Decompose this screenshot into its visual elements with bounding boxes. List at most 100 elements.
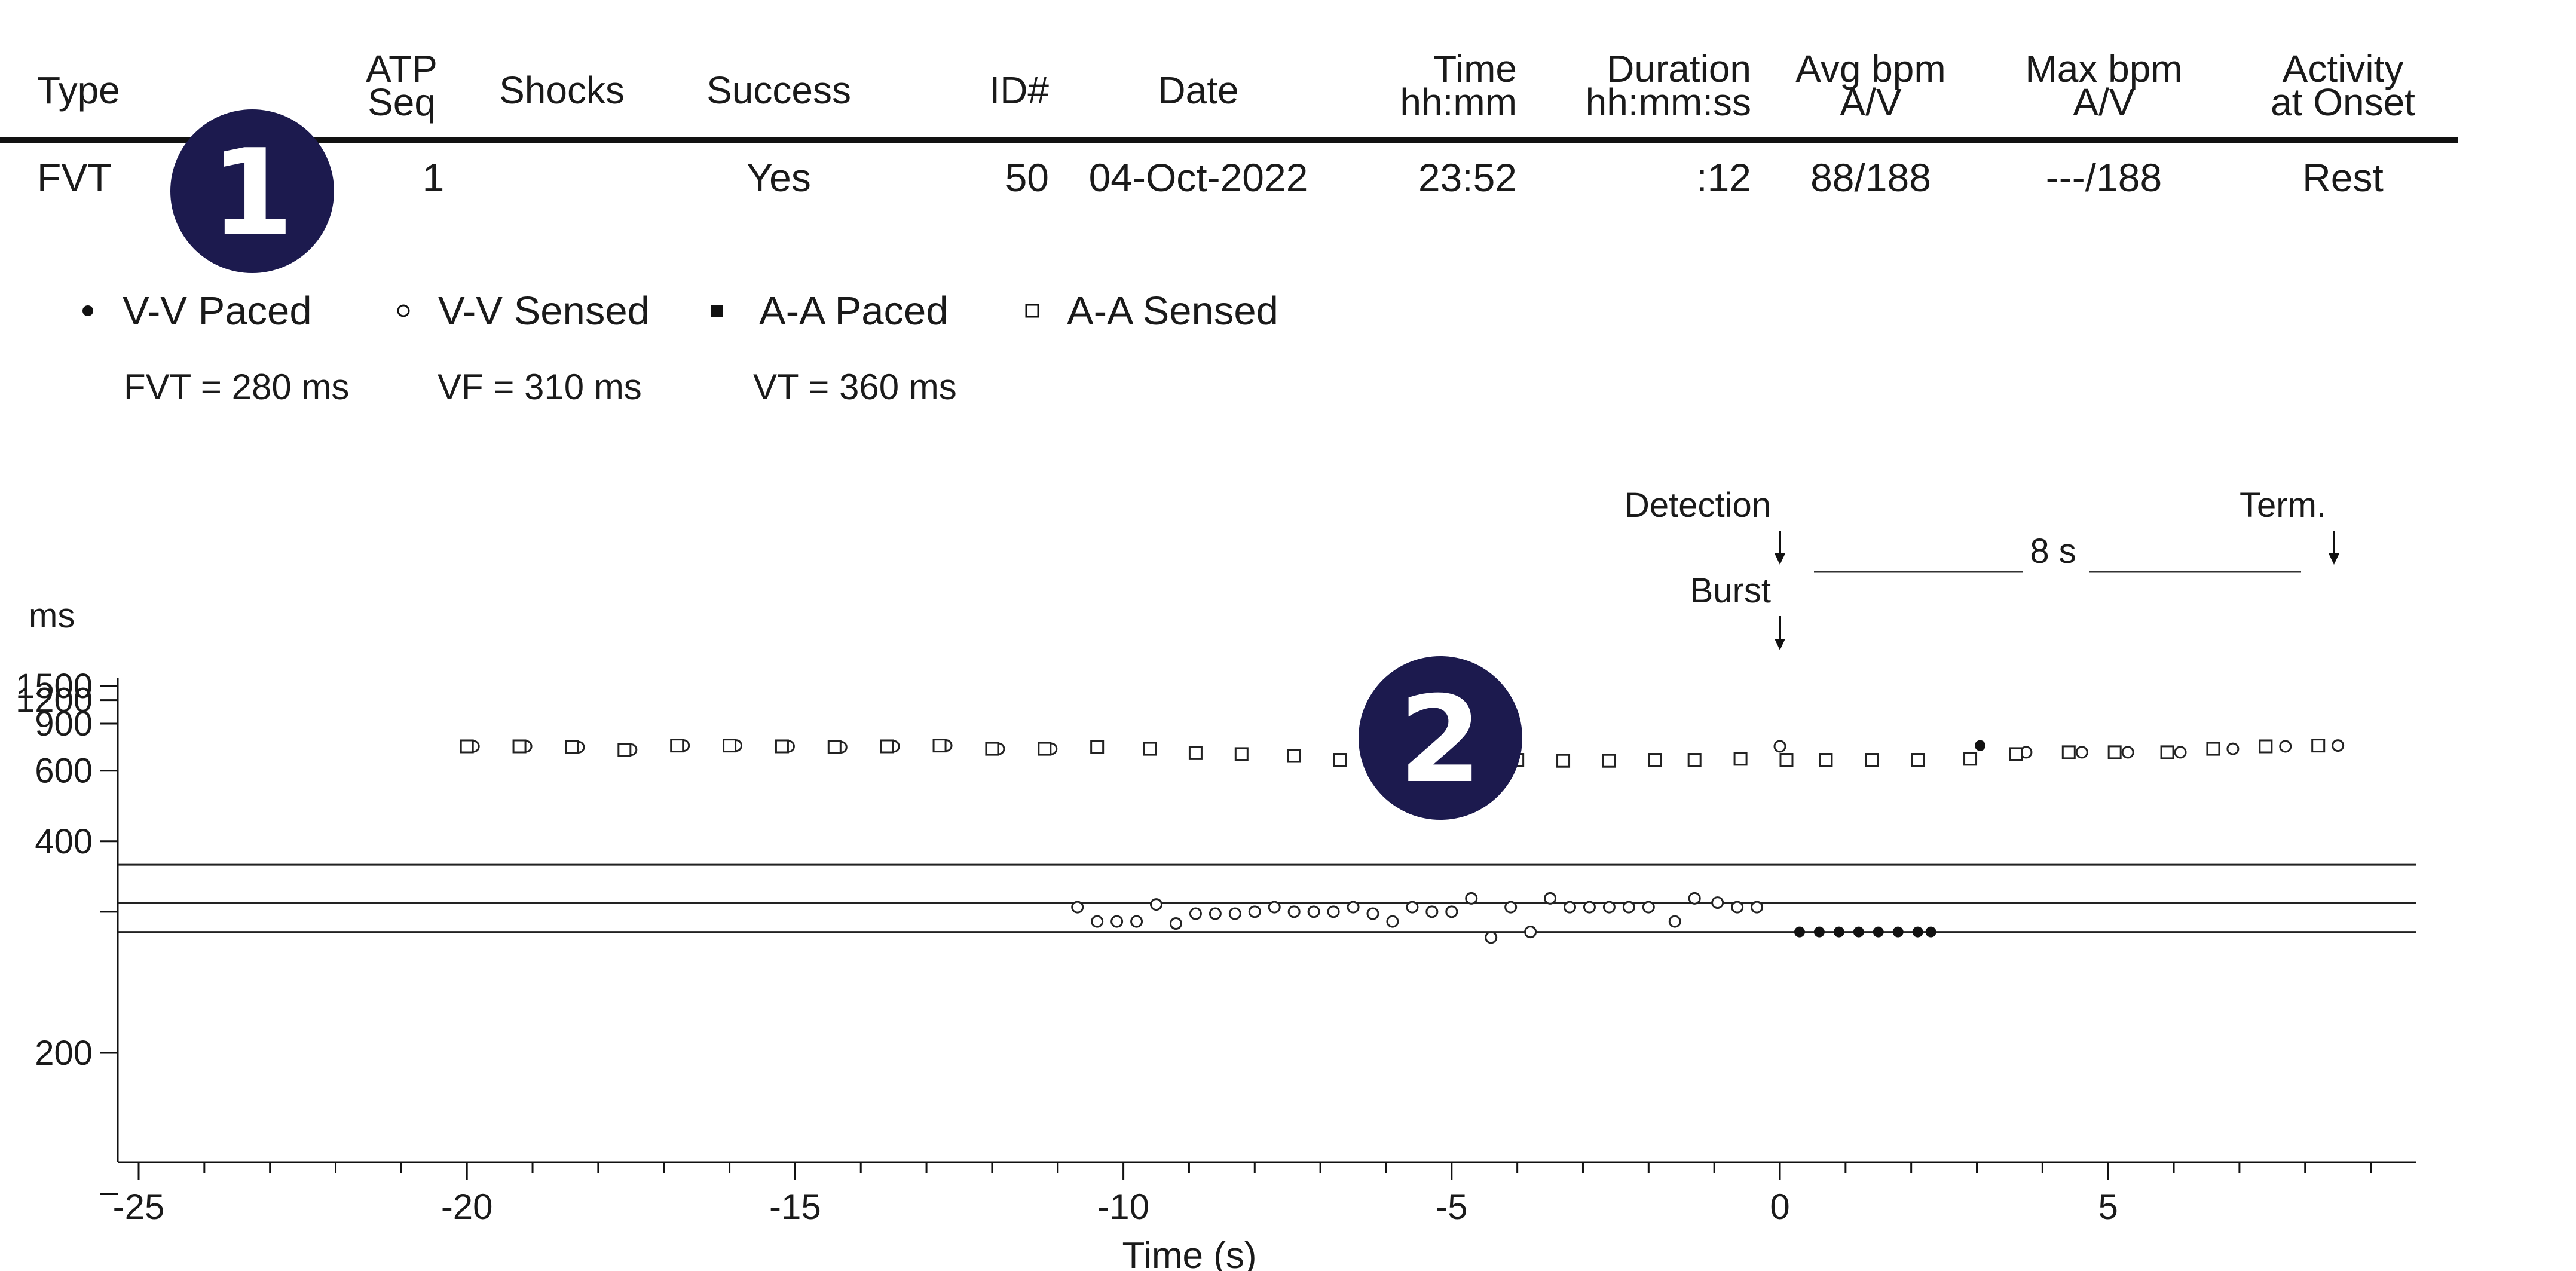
vv-sensed-point xyxy=(1602,901,1616,914)
term-arrow-icon xyxy=(2329,531,2339,565)
vv-paced-point xyxy=(1925,926,1936,938)
table-header-rule xyxy=(0,137,2458,143)
aa-sensed-point xyxy=(1687,753,1702,767)
legend: V-V Paced V-V Sensed A-A Paced A-A Sense… xyxy=(82,289,1278,333)
header-atp-seq: ATP Seq xyxy=(366,47,438,124)
header-time-line2: hh:mm xyxy=(1400,81,1517,124)
vv-sensed-point xyxy=(2121,746,2134,759)
header-avg-bpm: Avg bpm A/V xyxy=(1795,47,1945,124)
vv-sensed-point xyxy=(1327,905,1340,918)
vv-paced-point xyxy=(1892,926,1904,938)
vv-sensed-point xyxy=(1287,905,1301,918)
header-avg-bpm-line1: Avg bpm xyxy=(1795,47,1945,90)
aa-sensed-point xyxy=(1038,742,1052,756)
x-ticks: -25 -20 -15 -10 -5 0 5 xyxy=(113,1162,2372,1227)
aa-sensed-point xyxy=(670,739,684,753)
header-time: Time hh:mm xyxy=(1400,47,1517,124)
vv-sensed-point xyxy=(1688,892,1701,905)
filled-square-icon xyxy=(711,305,723,317)
badge-circle xyxy=(170,109,334,273)
vv-sensed-point xyxy=(2075,746,2088,759)
legend-label-vv-sensed: V-V Sensed xyxy=(438,289,650,333)
badge-number: 1 xyxy=(210,124,293,263)
aa-sensed-point xyxy=(1234,747,1249,761)
aa-sensed-point xyxy=(1556,754,1571,768)
header-activity-line1: Activity xyxy=(2283,47,2404,90)
aa-sensed-point xyxy=(2206,742,2220,756)
header-date-line1: Date xyxy=(1158,69,1238,112)
threshold-vf-label: VF = 310 ms xyxy=(438,367,642,407)
callout-badge-2: 2 xyxy=(1359,656,1522,820)
x-tick-label: 0 xyxy=(1770,1187,1789,1227)
vv-paced-point xyxy=(1794,926,1805,938)
header-type-line1: Type xyxy=(37,69,120,112)
y-tick-label: 400 xyxy=(35,822,93,861)
vv-sensed-point xyxy=(1642,901,1655,914)
aa-sensed-point xyxy=(827,740,842,754)
burst-arrow-icon xyxy=(1775,616,1785,650)
badge-number: 2 xyxy=(1399,670,1482,810)
aa-sensed-point xyxy=(1287,749,1301,763)
vv-sensed-point xyxy=(1071,901,1084,914)
vv-sensed-point xyxy=(1307,905,1320,918)
burst-label: Burst xyxy=(1690,571,1771,610)
vv-sensed-point xyxy=(1366,907,1379,920)
cell-max-bpm: ---/188 xyxy=(2046,155,2162,200)
vv-paced-point xyxy=(1853,926,1864,938)
aa-sensed-point xyxy=(1911,753,1925,767)
open-circle-icon xyxy=(397,304,410,317)
aa-sensed-point xyxy=(1865,753,1879,767)
x-tick-label: -10 xyxy=(1097,1187,1149,1227)
threshold-vt-label: VT = 360 ms xyxy=(753,367,957,407)
aa-sensed-point xyxy=(460,739,474,754)
episode-table: Type ATP Seq Shocks Success ID# Date Tim… xyxy=(0,47,2458,200)
threshold-fvt-label: FVT = 280 ms xyxy=(124,367,349,407)
vv-sensed-point xyxy=(1150,898,1163,911)
aa-sensed-point xyxy=(1188,746,1203,760)
event-annotations: Detection Burst Term. 8 s xyxy=(1624,486,2339,650)
y-tick-label: 600 xyxy=(35,752,93,791)
header-id: ID# xyxy=(989,69,1049,112)
header-shocks: Shocks xyxy=(499,69,625,112)
header-atp-seq-line1: ATP xyxy=(366,47,438,90)
vv-sensed-point xyxy=(1504,901,1518,914)
vv-paced-point xyxy=(1833,926,1844,938)
header-duration-line2: hh:mm:ss xyxy=(1586,81,1751,124)
data-points xyxy=(460,739,2345,944)
legend-item-vv-paced: V-V Paced xyxy=(82,289,312,333)
vv-sensed-point xyxy=(2226,742,2240,755)
header-atp-seq-line2: Seq xyxy=(368,81,436,124)
vv-sensed-point xyxy=(1091,915,1104,928)
y-tick-label: 1500 xyxy=(16,667,93,706)
header-type: Type xyxy=(37,69,120,112)
vv-sensed-point xyxy=(1773,740,1786,753)
span-label: 8 s xyxy=(2030,532,2076,571)
x-tick-label: -25 xyxy=(113,1187,165,1227)
x-axis-title: Time (s) xyxy=(1122,1235,1257,1271)
legend-item-aa-paced: A-A Paced xyxy=(711,289,949,333)
x-tick-label: -5 xyxy=(1436,1187,1467,1227)
legend-label-vv-paced: V-V Paced xyxy=(123,289,312,333)
vv-sensed-point xyxy=(1622,901,1635,914)
term-label: Term. xyxy=(2240,486,2326,525)
cell-type: FVT xyxy=(37,155,112,200)
header-max-bpm-line2: A/V xyxy=(2073,81,2134,124)
cell-duration: :12 xyxy=(1696,155,1751,200)
table-row: FVT 1 Yes 50 04-Oct-2022 23:52 :12 88/18… xyxy=(37,155,2384,200)
cell-atp-seq: 1 xyxy=(423,155,445,200)
vv-sensed-point xyxy=(1110,915,1124,928)
legend-label-aa-sensed: A-A Sensed xyxy=(1067,289,1278,333)
aa-sensed-point xyxy=(2061,745,2076,759)
vv-sensed-point xyxy=(1386,915,1399,928)
vv-sensed-point xyxy=(1564,901,1577,914)
cell-date: 04-Oct-2022 xyxy=(1089,155,1308,200)
detection-arrow-icon xyxy=(1775,531,1785,565)
y-tick-label: 200 xyxy=(35,1034,93,1073)
x-tick-label: -20 xyxy=(441,1187,493,1227)
aa-sensed-point xyxy=(723,739,737,753)
cell-activity: Rest xyxy=(2302,155,2384,200)
y-axis-label: ms xyxy=(29,596,75,635)
vv-sensed-point xyxy=(1524,926,1537,939)
aa-sensed-point xyxy=(1333,753,1347,767)
